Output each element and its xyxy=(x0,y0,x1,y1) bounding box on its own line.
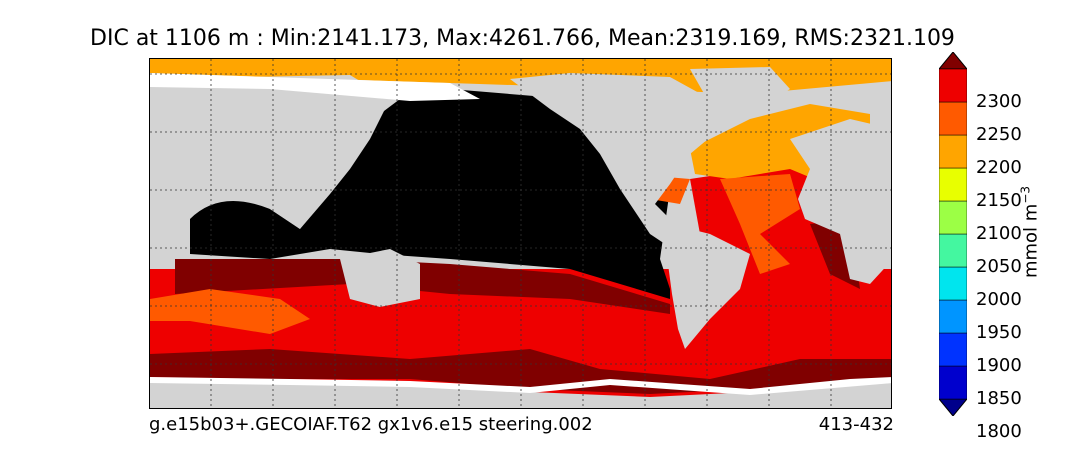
indian-dark-orange xyxy=(150,289,310,334)
colorbar-bin xyxy=(939,233,967,268)
colorbar-tick: 1950 xyxy=(976,322,1022,343)
antarctic-missing-data xyxy=(150,377,891,395)
south-america-land xyxy=(668,224,750,349)
colorbar-bin xyxy=(939,200,967,235)
colorbar-bin xyxy=(939,101,967,136)
colorbar-bin xyxy=(939,299,967,334)
colorbar-bin-min xyxy=(939,398,967,416)
colorbar-tick: 2300 xyxy=(976,91,1022,112)
colorbar-tick: 2050 xyxy=(976,256,1022,277)
footer-year-range: 413-432 xyxy=(818,414,894,435)
colorbar xyxy=(939,52,967,416)
map-panel xyxy=(149,58,892,409)
colorbar-bin-max xyxy=(939,52,967,70)
colorbar-bin xyxy=(939,134,967,169)
greenland-land xyxy=(690,67,790,114)
colorbar-bin xyxy=(939,68,967,103)
atlantic-dark-orange xyxy=(720,174,800,274)
circumpolar-maroon-north xyxy=(175,259,670,314)
colorbar-tick: 2000 xyxy=(976,289,1022,310)
north-america-land xyxy=(510,73,720,244)
colorbar-tick: 2200 xyxy=(976,157,1022,178)
colorbar-unit-label: mmol m−3 xyxy=(1018,185,1042,279)
colorbar-tick: 1900 xyxy=(976,355,1022,376)
asia-land xyxy=(150,75,390,229)
indo-pacific-black xyxy=(190,89,670,299)
dic-map xyxy=(150,59,891,408)
colorbar-tick: 2150 xyxy=(976,190,1022,211)
colorbar-bin xyxy=(939,332,967,367)
colorbar-tick: 2250 xyxy=(976,124,1022,145)
colorbar-bin xyxy=(939,167,967,202)
colorbar-tick: 2100 xyxy=(976,223,1022,244)
chart-title: DIC at 1106 m : Min:2141.173, Max:4261.7… xyxy=(90,26,955,51)
graticule xyxy=(150,59,891,408)
antarctica-land xyxy=(150,381,891,408)
footer-run-label: g.e15b03+.GECOIAF.T62 gx1v6.e15 steering… xyxy=(149,414,593,435)
arctic-missing-data xyxy=(150,73,480,101)
colorbar-bin xyxy=(939,365,967,400)
colorbar-bin xyxy=(939,266,967,301)
europe-africa-land xyxy=(790,119,891,284)
australia-land xyxy=(340,249,420,307)
colorbar-tick: 1800 xyxy=(976,421,1022,442)
colorbar-tick: 1850 xyxy=(976,388,1022,409)
